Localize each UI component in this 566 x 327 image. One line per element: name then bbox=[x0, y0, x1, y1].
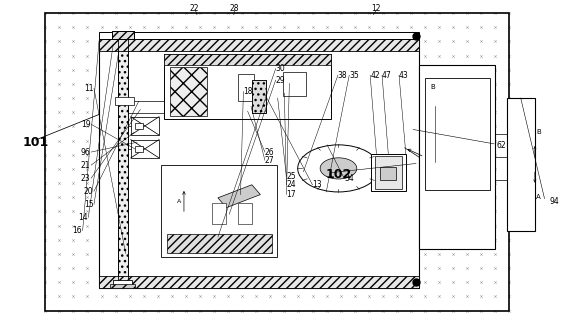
Bar bbox=[112, 31, 134, 39]
Polygon shape bbox=[218, 185, 260, 208]
Bar bbox=[170, 67, 207, 116]
Bar bbox=[131, 140, 159, 158]
Text: 43: 43 bbox=[399, 71, 409, 80]
Bar bbox=[99, 39, 419, 51]
Text: 28: 28 bbox=[229, 4, 239, 13]
Bar bbox=[238, 74, 254, 101]
Bar bbox=[283, 72, 306, 96]
Text: 35: 35 bbox=[349, 71, 359, 80]
Text: 30: 30 bbox=[276, 64, 285, 73]
Bar bbox=[45, 13, 509, 311]
Bar bbox=[110, 284, 135, 288]
Bar bbox=[135, 123, 143, 129]
Text: 96: 96 bbox=[81, 147, 91, 157]
Text: 29: 29 bbox=[276, 76, 285, 85]
Bar bbox=[424, 78, 490, 190]
Text: 19: 19 bbox=[81, 120, 91, 129]
Text: B: B bbox=[430, 84, 435, 90]
Bar bbox=[252, 80, 266, 113]
Bar bbox=[252, 80, 266, 113]
Text: 62: 62 bbox=[497, 141, 507, 150]
Bar bbox=[212, 203, 226, 224]
Text: 17: 17 bbox=[286, 190, 296, 199]
Bar bbox=[167, 234, 272, 253]
Text: 94: 94 bbox=[549, 197, 559, 206]
Text: 16: 16 bbox=[72, 226, 82, 235]
Bar bbox=[238, 203, 252, 224]
Circle shape bbox=[320, 158, 357, 179]
Text: 42: 42 bbox=[370, 71, 380, 80]
Bar bbox=[380, 167, 396, 180]
Bar bbox=[375, 156, 402, 189]
Bar bbox=[115, 97, 134, 105]
Text: 13: 13 bbox=[312, 180, 322, 189]
Text: 14: 14 bbox=[78, 213, 88, 222]
Bar bbox=[419, 65, 495, 249]
Bar bbox=[135, 146, 143, 152]
Bar bbox=[131, 117, 159, 135]
Text: 26: 26 bbox=[265, 147, 275, 157]
Bar bbox=[99, 276, 419, 288]
Text: 27: 27 bbox=[265, 156, 275, 165]
Text: 12: 12 bbox=[371, 4, 380, 13]
Text: 21: 21 bbox=[81, 161, 91, 170]
Bar bbox=[371, 154, 406, 191]
Bar bbox=[118, 39, 128, 288]
Bar bbox=[99, 39, 419, 288]
Text: 102: 102 bbox=[325, 168, 351, 181]
Text: 20: 20 bbox=[84, 187, 93, 196]
Text: 38: 38 bbox=[338, 71, 348, 80]
Circle shape bbox=[298, 145, 379, 192]
Text: 24: 24 bbox=[286, 180, 296, 189]
Text: 25: 25 bbox=[286, 172, 296, 181]
Text: 22: 22 bbox=[190, 4, 199, 13]
Text: A: A bbox=[177, 198, 182, 204]
Text: 11: 11 bbox=[84, 84, 93, 93]
Text: 34: 34 bbox=[344, 174, 354, 183]
Bar bbox=[507, 98, 535, 231]
Text: 101: 101 bbox=[23, 136, 49, 149]
Text: B: B bbox=[536, 129, 541, 135]
Text: A: A bbox=[536, 194, 541, 200]
Bar bbox=[118, 39, 128, 288]
Bar bbox=[161, 165, 277, 257]
Bar bbox=[113, 280, 132, 288]
Bar bbox=[164, 54, 331, 119]
Text: 47: 47 bbox=[382, 71, 392, 80]
Bar bbox=[99, 32, 419, 39]
Bar bbox=[164, 54, 331, 65]
Text: 23: 23 bbox=[81, 174, 91, 183]
Text: 18: 18 bbox=[243, 87, 253, 96]
Bar bbox=[112, 31, 134, 39]
Text: 15: 15 bbox=[84, 200, 93, 209]
